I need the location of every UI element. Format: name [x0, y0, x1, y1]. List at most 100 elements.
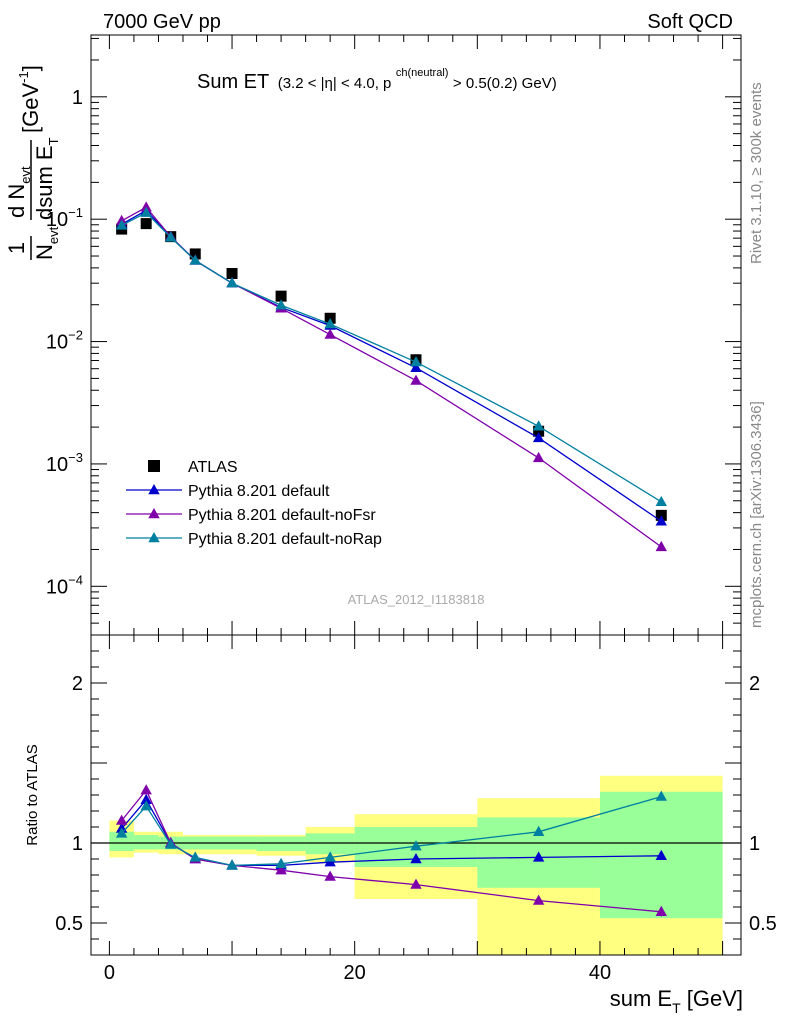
data-point-triangle [324, 328, 336, 339]
ratio-series-line [121, 795, 662, 867]
data-point-triangle [532, 420, 545, 431]
ratio-y-tick-label-right: 1 [749, 833, 760, 855]
data-point-triangle [410, 356, 422, 367]
series-line [121, 206, 662, 548]
ratio-x-tick-label: 0 [104, 962, 115, 984]
uncertainty-band-inner [305, 833, 355, 855]
ratio-y-tick-label-left: 0.5 [55, 913, 83, 935]
data-point-triangle [140, 206, 152, 217]
ratio-series-2 [115, 790, 667, 870]
main-y-tick-label: 10−3 [46, 450, 83, 476]
ratio-data-point [532, 825, 545, 836]
ratio-y-tick-label-left: 2 [72, 673, 83, 695]
ratio-data-point [115, 827, 128, 838]
ratio-data-point [532, 851, 545, 862]
legend-marker-triangle [148, 484, 160, 495]
main-y-tick-label: 10−2 [46, 328, 83, 354]
data-point-triangle [275, 299, 287, 310]
ratio-data-point [410, 853, 422, 864]
ratio-panel: 0 20 40 0.5 0.5 1 1 2 2 Ratio to ATLAS sum ET [G… [24, 634, 777, 1016]
data-point-triangle [140, 201, 152, 212]
ylabel-frac-den: Nevt [32, 226, 61, 260]
data-point-triangle [410, 374, 422, 385]
title-sup: ch(neutral) [396, 67, 449, 79]
xlabel: sum ET [GeV] [610, 986, 743, 1016]
data-point-triangle [655, 495, 667, 507]
uncertainty-band-inner [133, 835, 159, 850]
main-y-tick-label: 1 [72, 87, 83, 109]
analysis-watermark: ATLAS_2012_I1183818 [348, 592, 485, 607]
series-line [121, 211, 662, 503]
data-point-triangle [226, 277, 238, 288]
data-point-triangle [189, 254, 201, 265]
data-point-triangle [655, 515, 667, 526]
ratio-data-point [655, 905, 667, 916]
ratio-data-point [226, 859, 238, 870]
ratio-data-point [140, 800, 152, 811]
data-point-triangle [655, 540, 667, 552]
ratio-data-point [324, 851, 336, 862]
ratio-data-point [410, 878, 422, 889]
ratio-ticks: 0 20 40 0.5 0.5 1 1 2 2 [55, 635, 777, 984]
legend-label: Pythia 8.201 default [188, 483, 330, 500]
data-point-square [189, 248, 201, 260]
uncertainty-band-inner [256, 836, 306, 851]
data-point-square [533, 425, 545, 437]
main-panel: 1 10−1 10−2 10−3 10−4 Sum ET (3.2 < |η| < 4.… [4, 34, 742, 636]
ylabel-frac-num: 1 [4, 242, 29, 254]
ylabel-unit: [GeV-1] [16, 65, 43, 133]
ratio-y-tick-label-left: 1 [72, 833, 83, 855]
data-point-triangle [115, 219, 128, 230]
series-3 [115, 206, 667, 507]
ratio-y-tick-label-right: 2 [749, 673, 760, 695]
data-point-triangle [410, 361, 422, 373]
title-end: > 0.5(0.2) GeV) [453, 75, 557, 92]
main-y-tick-label: 10−1 [46, 205, 83, 231]
ratio-x-tick-label: 20 [344, 962, 366, 984]
main-plot-content [115, 201, 667, 552]
data-point-triangle [532, 451, 545, 463]
ratio-data-point [324, 870, 336, 881]
data-point-triangle [165, 231, 177, 242]
ratio-data-point [165, 838, 177, 849]
ratio-data-point [189, 851, 201, 862]
uncertainty-band-inner [109, 831, 134, 851]
header-right: Soft QCD [647, 11, 733, 33]
ratio-data-point [275, 864, 287, 875]
title-main: Sum ET [197, 71, 269, 93]
ratio-data-point [410, 840, 422, 851]
rivet-label: Rivet 3.1.10, ≥ 300k events [748, 82, 765, 264]
data-point-square [275, 290, 287, 302]
ratio-data-point [140, 793, 152, 804]
main-y-tick-label: 10−4 [46, 572, 83, 598]
data-point-triangle [532, 431, 545, 443]
title-sub: (3.2 < |η| < 4.0, p [278, 75, 392, 92]
main-ylabel: 1 Nevt d Nevt dsum ET [GeV-1] [4, 65, 61, 260]
ratio-data-point [532, 894, 545, 905]
header-left: 7000 GeV pp [103, 11, 221, 33]
legend: ATLAS Pythia 8.201 default Pythia 8.201 de… [126, 459, 382, 548]
ratio-data-point [275, 857, 287, 868]
ratio-plot-content [91, 775, 741, 955]
main-title: Sum ET (3.2 < |η| < 4.0, p ch(neutral) >… [197, 63, 557, 93]
mcplots-label: mcplots.cern.ch [arXiv:1306.3436] [748, 401, 765, 628]
ratio-data-point [140, 784, 152, 795]
data-point-triangle [324, 318, 336, 329]
ratio-ylabel: Ratio to ATLAS [24, 744, 41, 845]
ylabel-d-den: dsum ET [32, 137, 61, 220]
ratio-x-tick-label: 40 [589, 962, 611, 984]
legend-label: Pythia 8.201 default-noRap [188, 531, 382, 548]
ratio-data-point [115, 814, 128, 825]
ratio-data-point [655, 790, 667, 801]
ratio-series-line [121, 788, 662, 913]
ratio-data-point [655, 849, 667, 860]
ratio-series-line [121, 798, 662, 867]
legend-marker-triangle [148, 508, 160, 519]
legend-marker-square [148, 460, 160, 472]
legend-marker-triangle [148, 532, 160, 543]
ylabel-d-num: d Nevt [4, 166, 33, 218]
ratio-y-tick-label-right: 0.5 [749, 913, 777, 935]
legend-label: ATLAS [188, 459, 238, 476]
legend-label: Pythia 8.201 default-noFsr [188, 507, 376, 524]
